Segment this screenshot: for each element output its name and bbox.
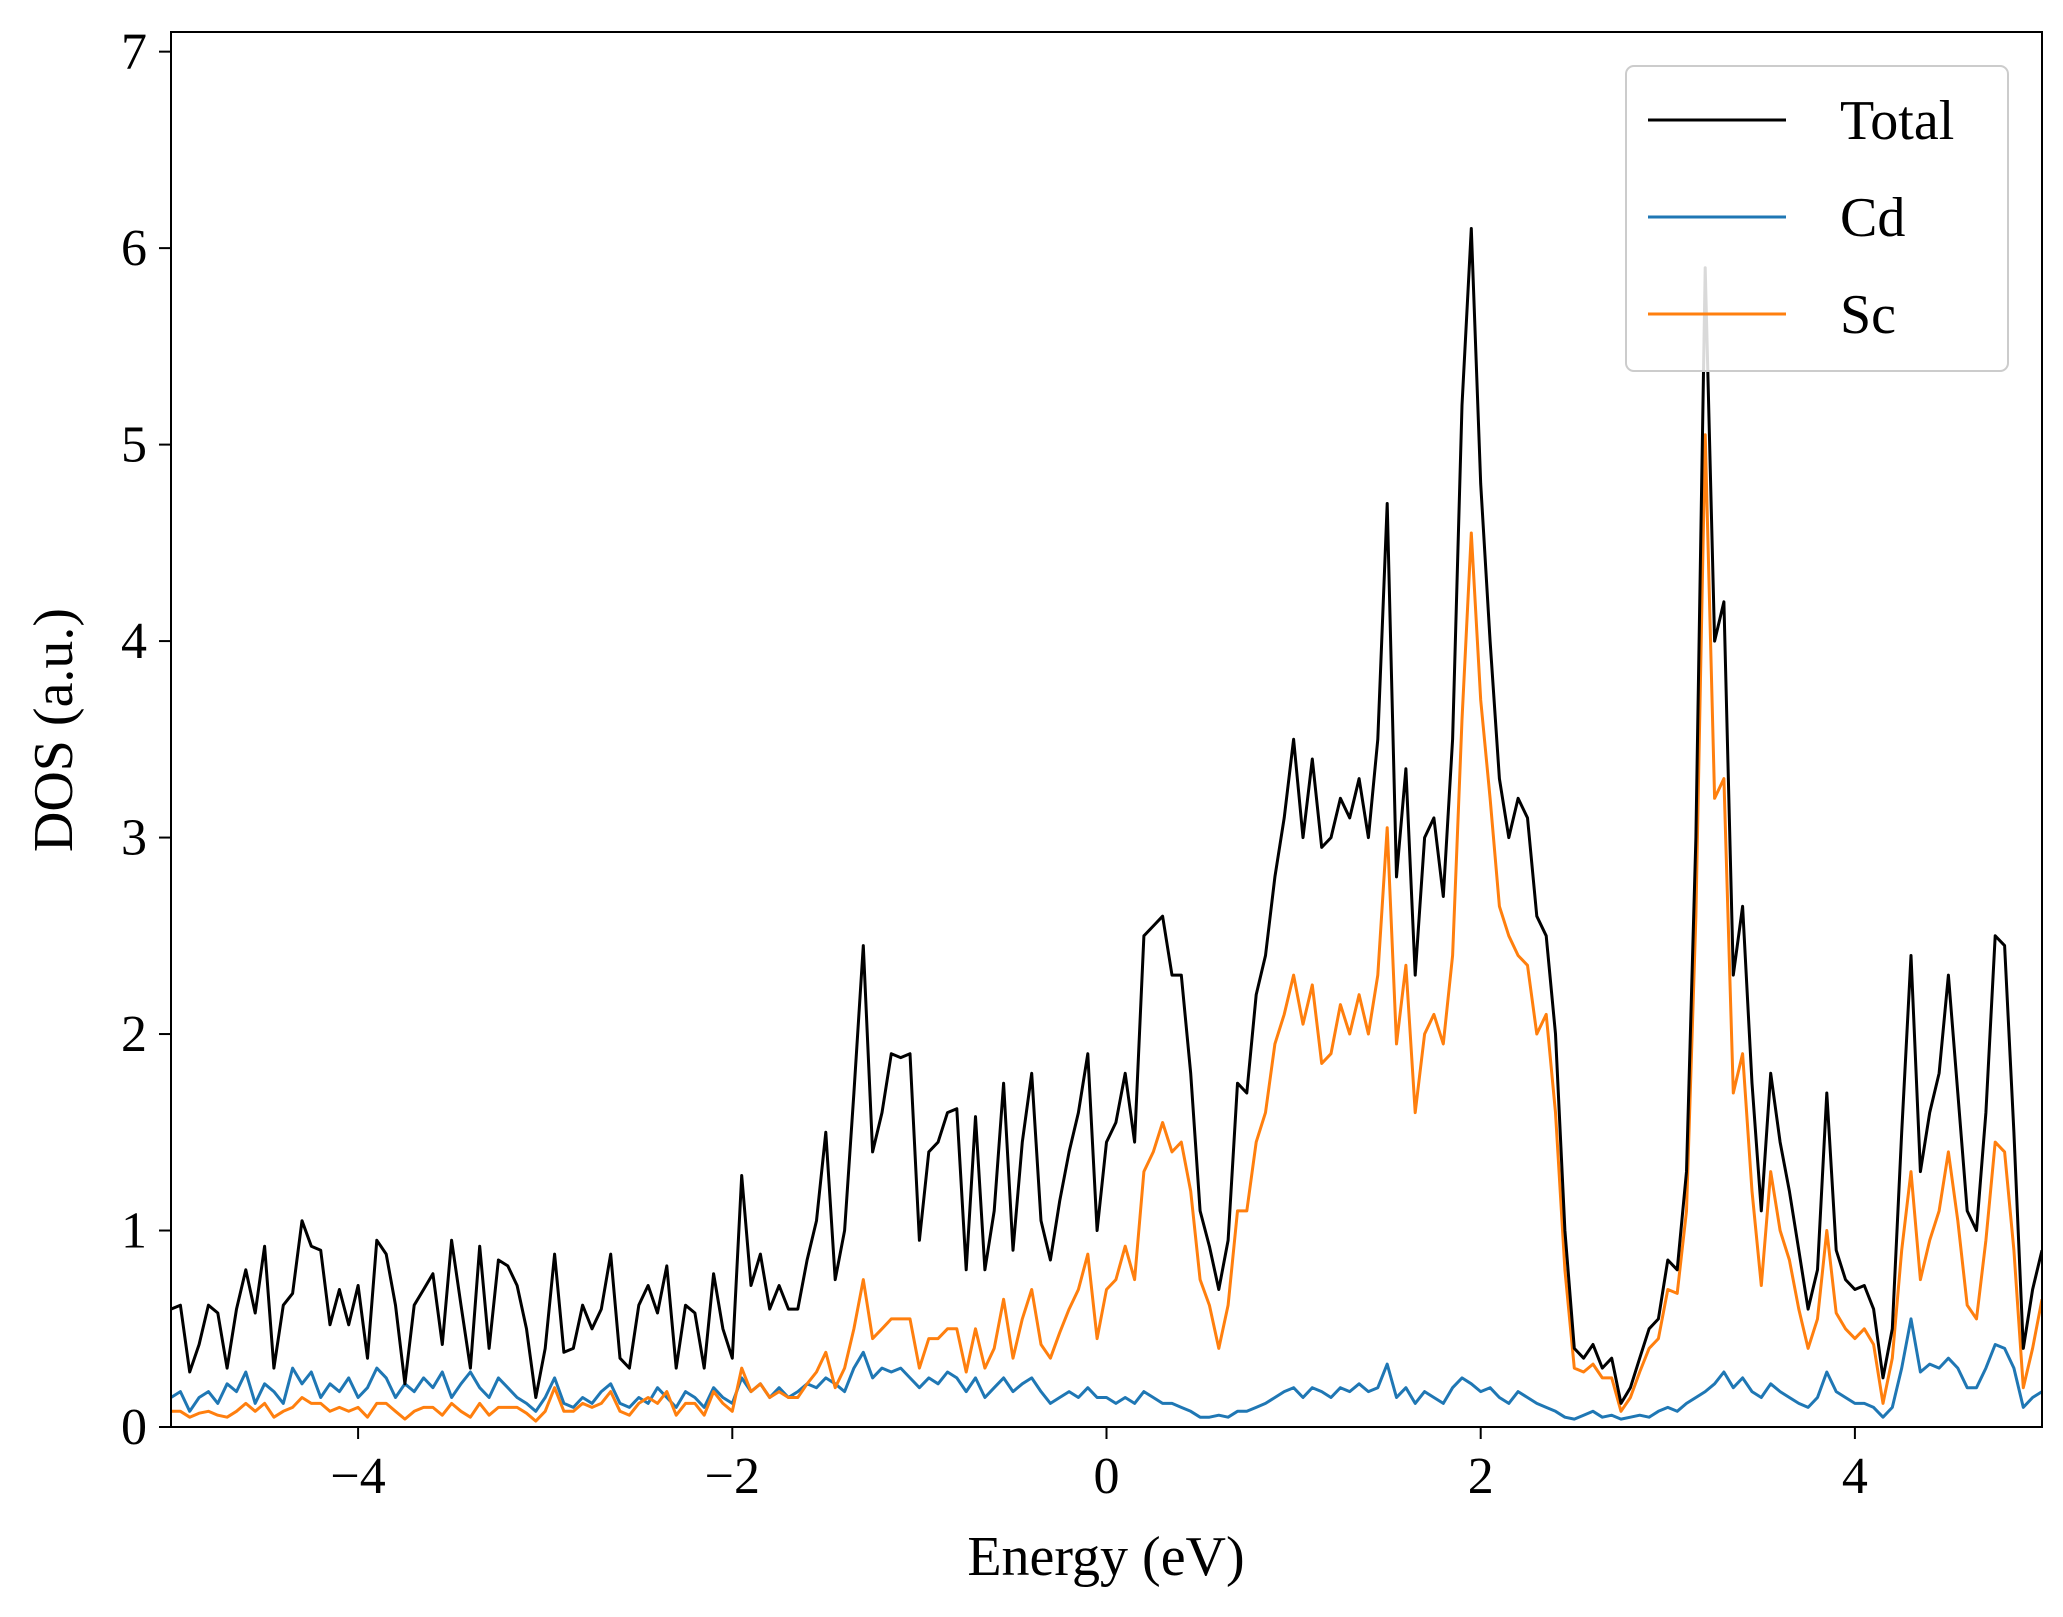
series-line-cd (171, 1317, 2042, 1421)
legend: Total Cd Sc (1625, 65, 2009, 372)
y-tick-label: 7 (121, 24, 147, 81)
y-tick-label: 1 (121, 1203, 147, 1260)
x-axis-ticks: −4 −2 0 2 4 (330, 1427, 1868, 1505)
series-line-total (171, 227, 2042, 1405)
x-tick-label: 0 (1094, 1448, 1120, 1505)
series-line-sc (171, 433, 2042, 1423)
x-axis-title: Energy (eV) (967, 1526, 1244, 1588)
y-axis-title: DOS (a.u.) (23, 608, 85, 852)
legend-label-sc: Sc (1840, 284, 1896, 346)
y-axis-ticks: 0 1 2 3 4 5 6 7 (121, 24, 171, 1456)
legend-label-cd: Cd (1840, 187, 1905, 249)
y-tick-label: 3 (121, 810, 147, 867)
y-tick-label: 6 (121, 220, 147, 277)
y-tick-label: 0 (121, 1399, 147, 1456)
legend-label-total: Total (1840, 90, 1954, 152)
y-tick-label: 5 (121, 417, 147, 474)
plot-lines (171, 227, 2042, 1423)
y-tick-label: 2 (121, 1006, 147, 1063)
legend-box (1625, 65, 2009, 372)
x-tick-label: −2 (705, 1448, 760, 1505)
x-tick-label: 2 (1468, 1448, 1494, 1505)
x-tick-label: −4 (330, 1448, 385, 1505)
y-tick-label: 4 (121, 613, 147, 670)
x-tick-label: 4 (1842, 1448, 1868, 1505)
